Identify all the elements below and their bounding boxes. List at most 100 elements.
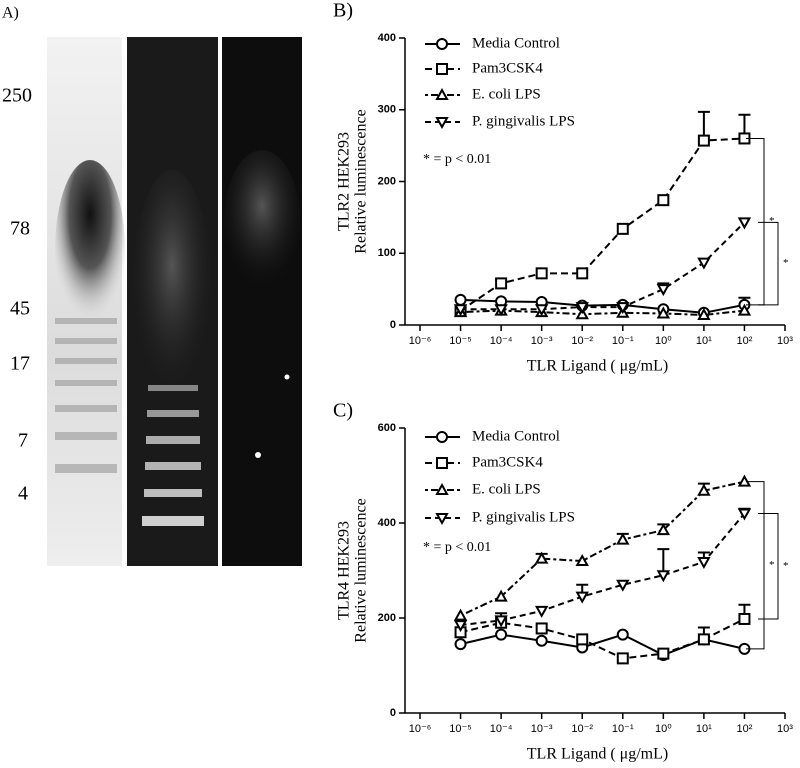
marker-label: 45 xyxy=(10,298,30,320)
marker xyxy=(454,638,467,651)
legend-marker xyxy=(436,38,448,50)
marker xyxy=(534,304,549,317)
legend-marker xyxy=(435,482,449,495)
marker xyxy=(657,647,670,660)
marker xyxy=(616,532,630,545)
marker xyxy=(737,217,752,230)
y-tick-label: 300 xyxy=(378,104,396,116)
marker xyxy=(454,293,467,306)
significance-bracket xyxy=(746,481,765,650)
marker xyxy=(656,570,671,583)
y-tick-label: 400 xyxy=(378,32,396,44)
x-tick-label: 10⁰ xyxy=(655,335,672,347)
marker xyxy=(616,302,630,315)
marker-label: 250 xyxy=(2,85,32,107)
marker xyxy=(616,579,630,592)
legend-marker xyxy=(435,513,449,526)
legend-label: E. coli LPS xyxy=(472,86,541,102)
series-line xyxy=(460,309,745,316)
y-axis-label: Relative luminescence xyxy=(353,109,370,253)
marker xyxy=(656,306,671,319)
marker xyxy=(737,508,752,521)
marker xyxy=(697,134,710,147)
marker xyxy=(494,589,508,602)
x-tick-label: 10¹ xyxy=(696,335,712,347)
marker-label: 4 xyxy=(18,483,28,505)
marker xyxy=(616,652,629,665)
series-line xyxy=(460,480,745,617)
marker xyxy=(616,628,629,641)
significance-label: * xyxy=(783,560,789,572)
marker xyxy=(534,605,549,618)
significance-label: * xyxy=(769,559,775,571)
x-tick-label: 10⁻⁶ xyxy=(409,723,432,735)
series-line xyxy=(459,137,745,312)
panel-label: B) xyxy=(333,0,353,22)
series-line xyxy=(460,221,746,311)
marker xyxy=(738,612,751,625)
annotation: * = p < 0.01 xyxy=(423,152,491,167)
ladder-markers: 250 78 45 17 7 4 xyxy=(2,85,32,505)
y-axis-label: TLR2 HEK293 xyxy=(336,132,353,231)
significance-bracket xyxy=(758,513,779,620)
y-tick-label: 400 xyxy=(378,517,396,529)
marker xyxy=(697,483,711,496)
gel-images xyxy=(47,37,302,566)
x-tick-label: 10⁻⁵ xyxy=(449,335,472,347)
marker xyxy=(535,622,548,635)
marker xyxy=(495,277,508,290)
marker-label: 17 xyxy=(10,353,30,375)
legend-marker xyxy=(436,457,448,469)
legend-marker xyxy=(435,117,449,130)
marker xyxy=(494,615,508,628)
marker xyxy=(697,257,711,270)
significance-bracket xyxy=(746,137,765,306)
panel-label: A) xyxy=(2,5,19,22)
marker xyxy=(453,304,468,317)
x-tick-label: 10³ xyxy=(777,335,793,347)
marker-label: 78 xyxy=(10,218,30,240)
significance-label: * xyxy=(783,257,789,269)
legend-label: P. gingivalis LPS xyxy=(472,509,575,525)
marker-label: 7 xyxy=(18,430,28,452)
legend-label: Media Control xyxy=(472,428,560,444)
x-tick-label: 10² xyxy=(736,335,752,347)
x-tick-label: 10⁻³ xyxy=(531,723,553,735)
x-tick-label: 10⁻⁵ xyxy=(449,723,472,735)
legend-marker xyxy=(436,63,448,75)
legend-marker xyxy=(435,87,449,100)
marker xyxy=(737,303,752,316)
x-tick-label: 10⁰ xyxy=(655,723,672,735)
legend-label: Media Control xyxy=(472,35,560,51)
marker xyxy=(494,304,508,317)
x-tick-label: 10³ xyxy=(777,723,793,735)
annotation: * = p < 0.01 xyxy=(423,540,491,555)
x-axis-label: TLR Ligand ( μg/mL) xyxy=(527,746,668,763)
marker xyxy=(576,633,589,646)
marker xyxy=(534,551,549,564)
marker xyxy=(575,302,589,315)
y-axis-label: Relative luminescence xyxy=(353,498,370,642)
x-tick-label: 10² xyxy=(736,723,752,735)
series-line xyxy=(460,618,745,660)
x-tick-label: 10⁻⁴ xyxy=(490,723,513,735)
marker xyxy=(697,633,710,646)
legend-marker xyxy=(436,431,448,443)
y-axis-label: TLR4 HEK293 xyxy=(336,521,353,620)
marker xyxy=(575,591,589,604)
marker xyxy=(657,194,670,207)
x-tick-label: 10⁻² xyxy=(571,723,593,735)
y-tick-label: 100 xyxy=(378,247,396,259)
significance-label: * xyxy=(769,215,775,227)
marker xyxy=(656,284,671,297)
y-tick-label: 200 xyxy=(378,175,396,187)
marker xyxy=(616,222,629,235)
x-tick-label: 10⁻¹ xyxy=(612,335,634,347)
marker xyxy=(575,553,589,566)
x-tick-label: 10⁻⁴ xyxy=(490,335,513,347)
x-tick-label: 10¹ xyxy=(696,723,712,735)
y-tick-label: 600 xyxy=(378,422,396,434)
marker xyxy=(535,634,548,647)
legend-label: E. coli LPS xyxy=(472,481,541,497)
